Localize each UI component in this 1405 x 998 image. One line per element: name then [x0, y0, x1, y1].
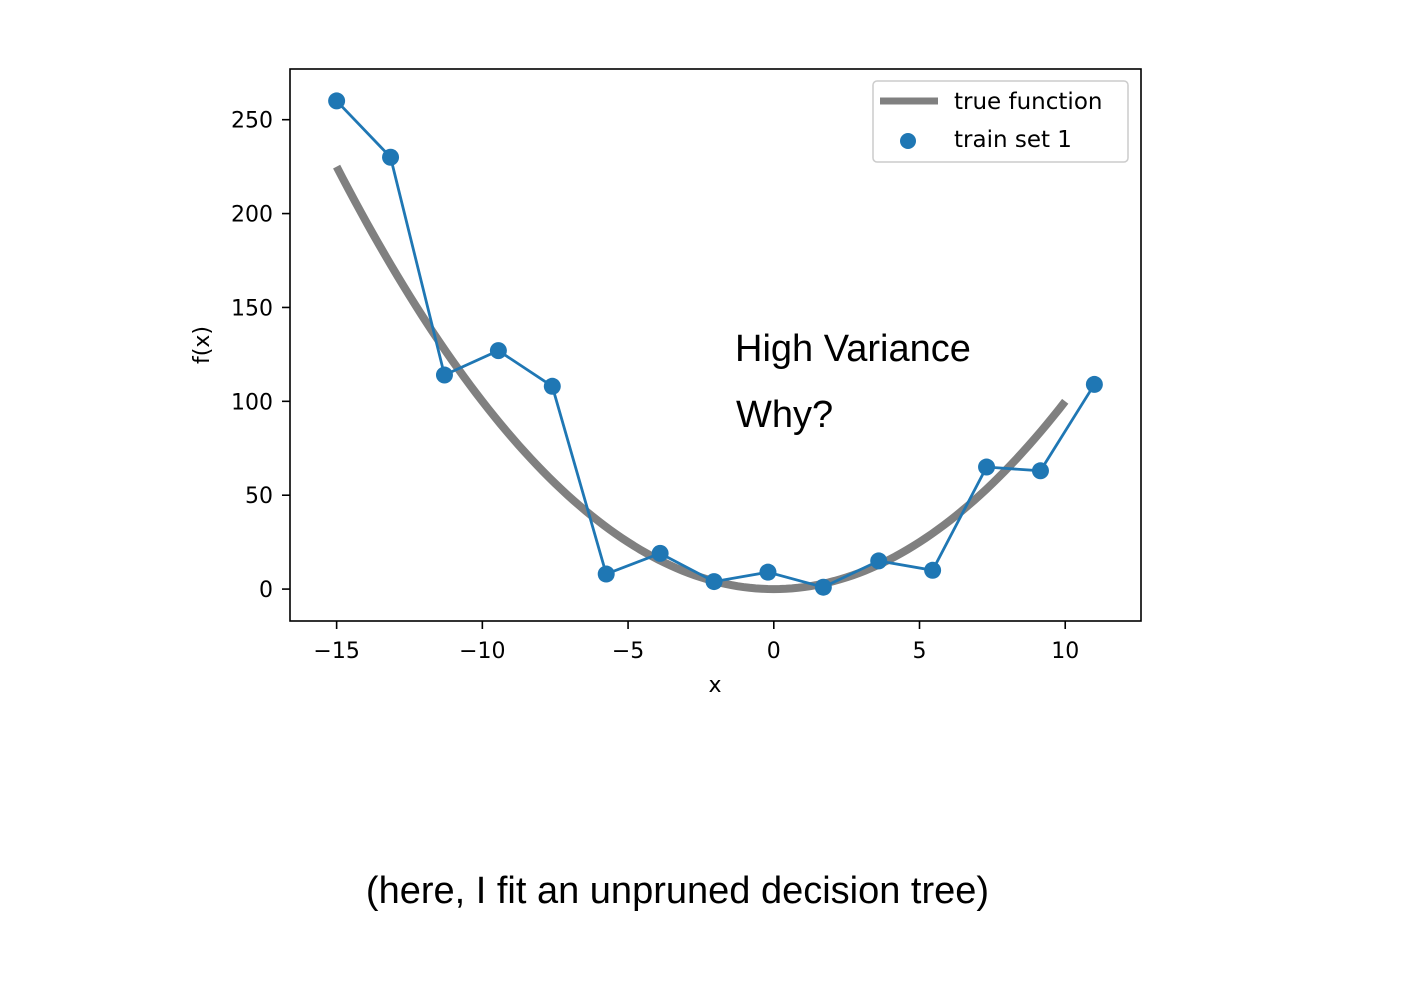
x-tick-label: 5 — [913, 639, 927, 664]
data-point — [543, 377, 561, 395]
data-point — [705, 573, 723, 591]
data-point — [382, 148, 400, 166]
data-point — [814, 578, 832, 596]
data-point — [597, 565, 615, 583]
y-tick-label: 200 — [231, 203, 273, 228]
data-point — [489, 342, 507, 360]
annotation-high-variance: High Variance — [735, 328, 971, 370]
data-point — [870, 552, 888, 570]
x-axis-ticks: −15 −10 −5 0 5 10 — [313, 621, 1079, 664]
y-axis-label: f(x) — [190, 326, 215, 364]
data-point — [759, 563, 777, 581]
y-tick-label: 150 — [231, 296, 273, 321]
x-tick-label: −5 — [612, 639, 644, 664]
data-point — [435, 366, 453, 384]
plot-marks — [328, 92, 1103, 596]
x-tick-label: −10 — [459, 639, 505, 664]
plot-frame — [289, 68, 1142, 622]
legend-label-train-set-1: train set 1 — [954, 127, 1072, 153]
y-tick-label: 50 — [245, 484, 273, 509]
y-tick-label: 0 — [259, 578, 273, 603]
legend-label-true-function: true function — [954, 89, 1102, 115]
x-tick-label: 0 — [767, 639, 781, 664]
y-axis-ticks: 0 50 100 150 200 250 — [231, 109, 290, 603]
series-line-train-set-1 — [335, 99, 1096, 589]
annotation-why: Why? — [736, 394, 833, 436]
data-point — [1031, 462, 1049, 480]
legend: true function train set 1 — [872, 80, 1129, 163]
y-tick-label: 250 — [231, 109, 273, 134]
y-tick-label: 100 — [231, 390, 273, 415]
x-axis-label: x — [708, 673, 721, 698]
caption: (here, I fit an unpruned decision tree) — [365, 870, 990, 912]
legend-swatch-train-set-1 — [900, 133, 916, 149]
data-point — [978, 458, 996, 476]
data-point — [651, 544, 669, 562]
x-tick-label: 10 — [1051, 639, 1079, 664]
x-tick-label: −15 — [313, 639, 359, 664]
data-point — [1085, 375, 1103, 393]
data-point — [328, 92, 346, 110]
data-point — [924, 561, 942, 579]
